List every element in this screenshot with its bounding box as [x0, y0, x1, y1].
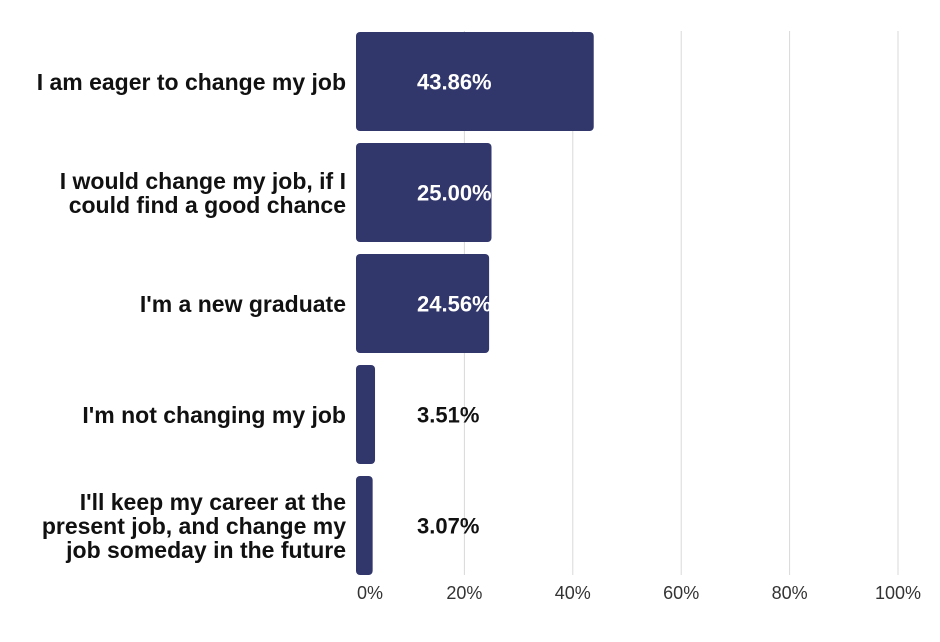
x-tick-label: 60% [663, 583, 699, 603]
bar-1 [356, 32, 594, 131]
bar-5 [356, 476, 373, 575]
bar-3 [356, 254, 490, 353]
category-label-line: present job, and change my [41, 512, 346, 539]
data-label-5: 3.07% [417, 514, 479, 539]
category-label-line: I would change my job, if I [59, 167, 346, 194]
bar-4 [356, 365, 376, 464]
x-tick-label: 0% [357, 583, 383, 603]
x-tick-label: 80% [772, 583, 808, 603]
data-label-1: 43.86% [417, 70, 492, 95]
category-label-line: could find a good chance [68, 191, 346, 218]
category-label-line: I'm not changing my job [82, 401, 346, 428]
data-label-2: 25.00% [417, 181, 492, 206]
category-label-4: I'm not changing my job [6, 403, 346, 427]
category-label-5: I'll keep my career at the present job, a… [6, 490, 346, 562]
category-label-3: I'm a new graduate [6, 292, 346, 316]
category-label-line: job someday in the future [66, 536, 346, 563]
data-label-4: 3.51% [417, 403, 479, 428]
x-tick-label: 100% [875, 583, 921, 603]
data-label-3: 24.56% [417, 292, 492, 317]
category-label-1: I am eager to change my job [6, 70, 346, 94]
category-label-line: I'll keep my career at the [79, 488, 346, 515]
category-label-line: I'm a new graduate [139, 290, 346, 317]
x-tick-label: 20% [446, 583, 482, 603]
category-label-line: I am eager to change my job [36, 68, 346, 95]
bar-2 [356, 143, 492, 242]
x-tick-label: 40% [555, 583, 591, 603]
